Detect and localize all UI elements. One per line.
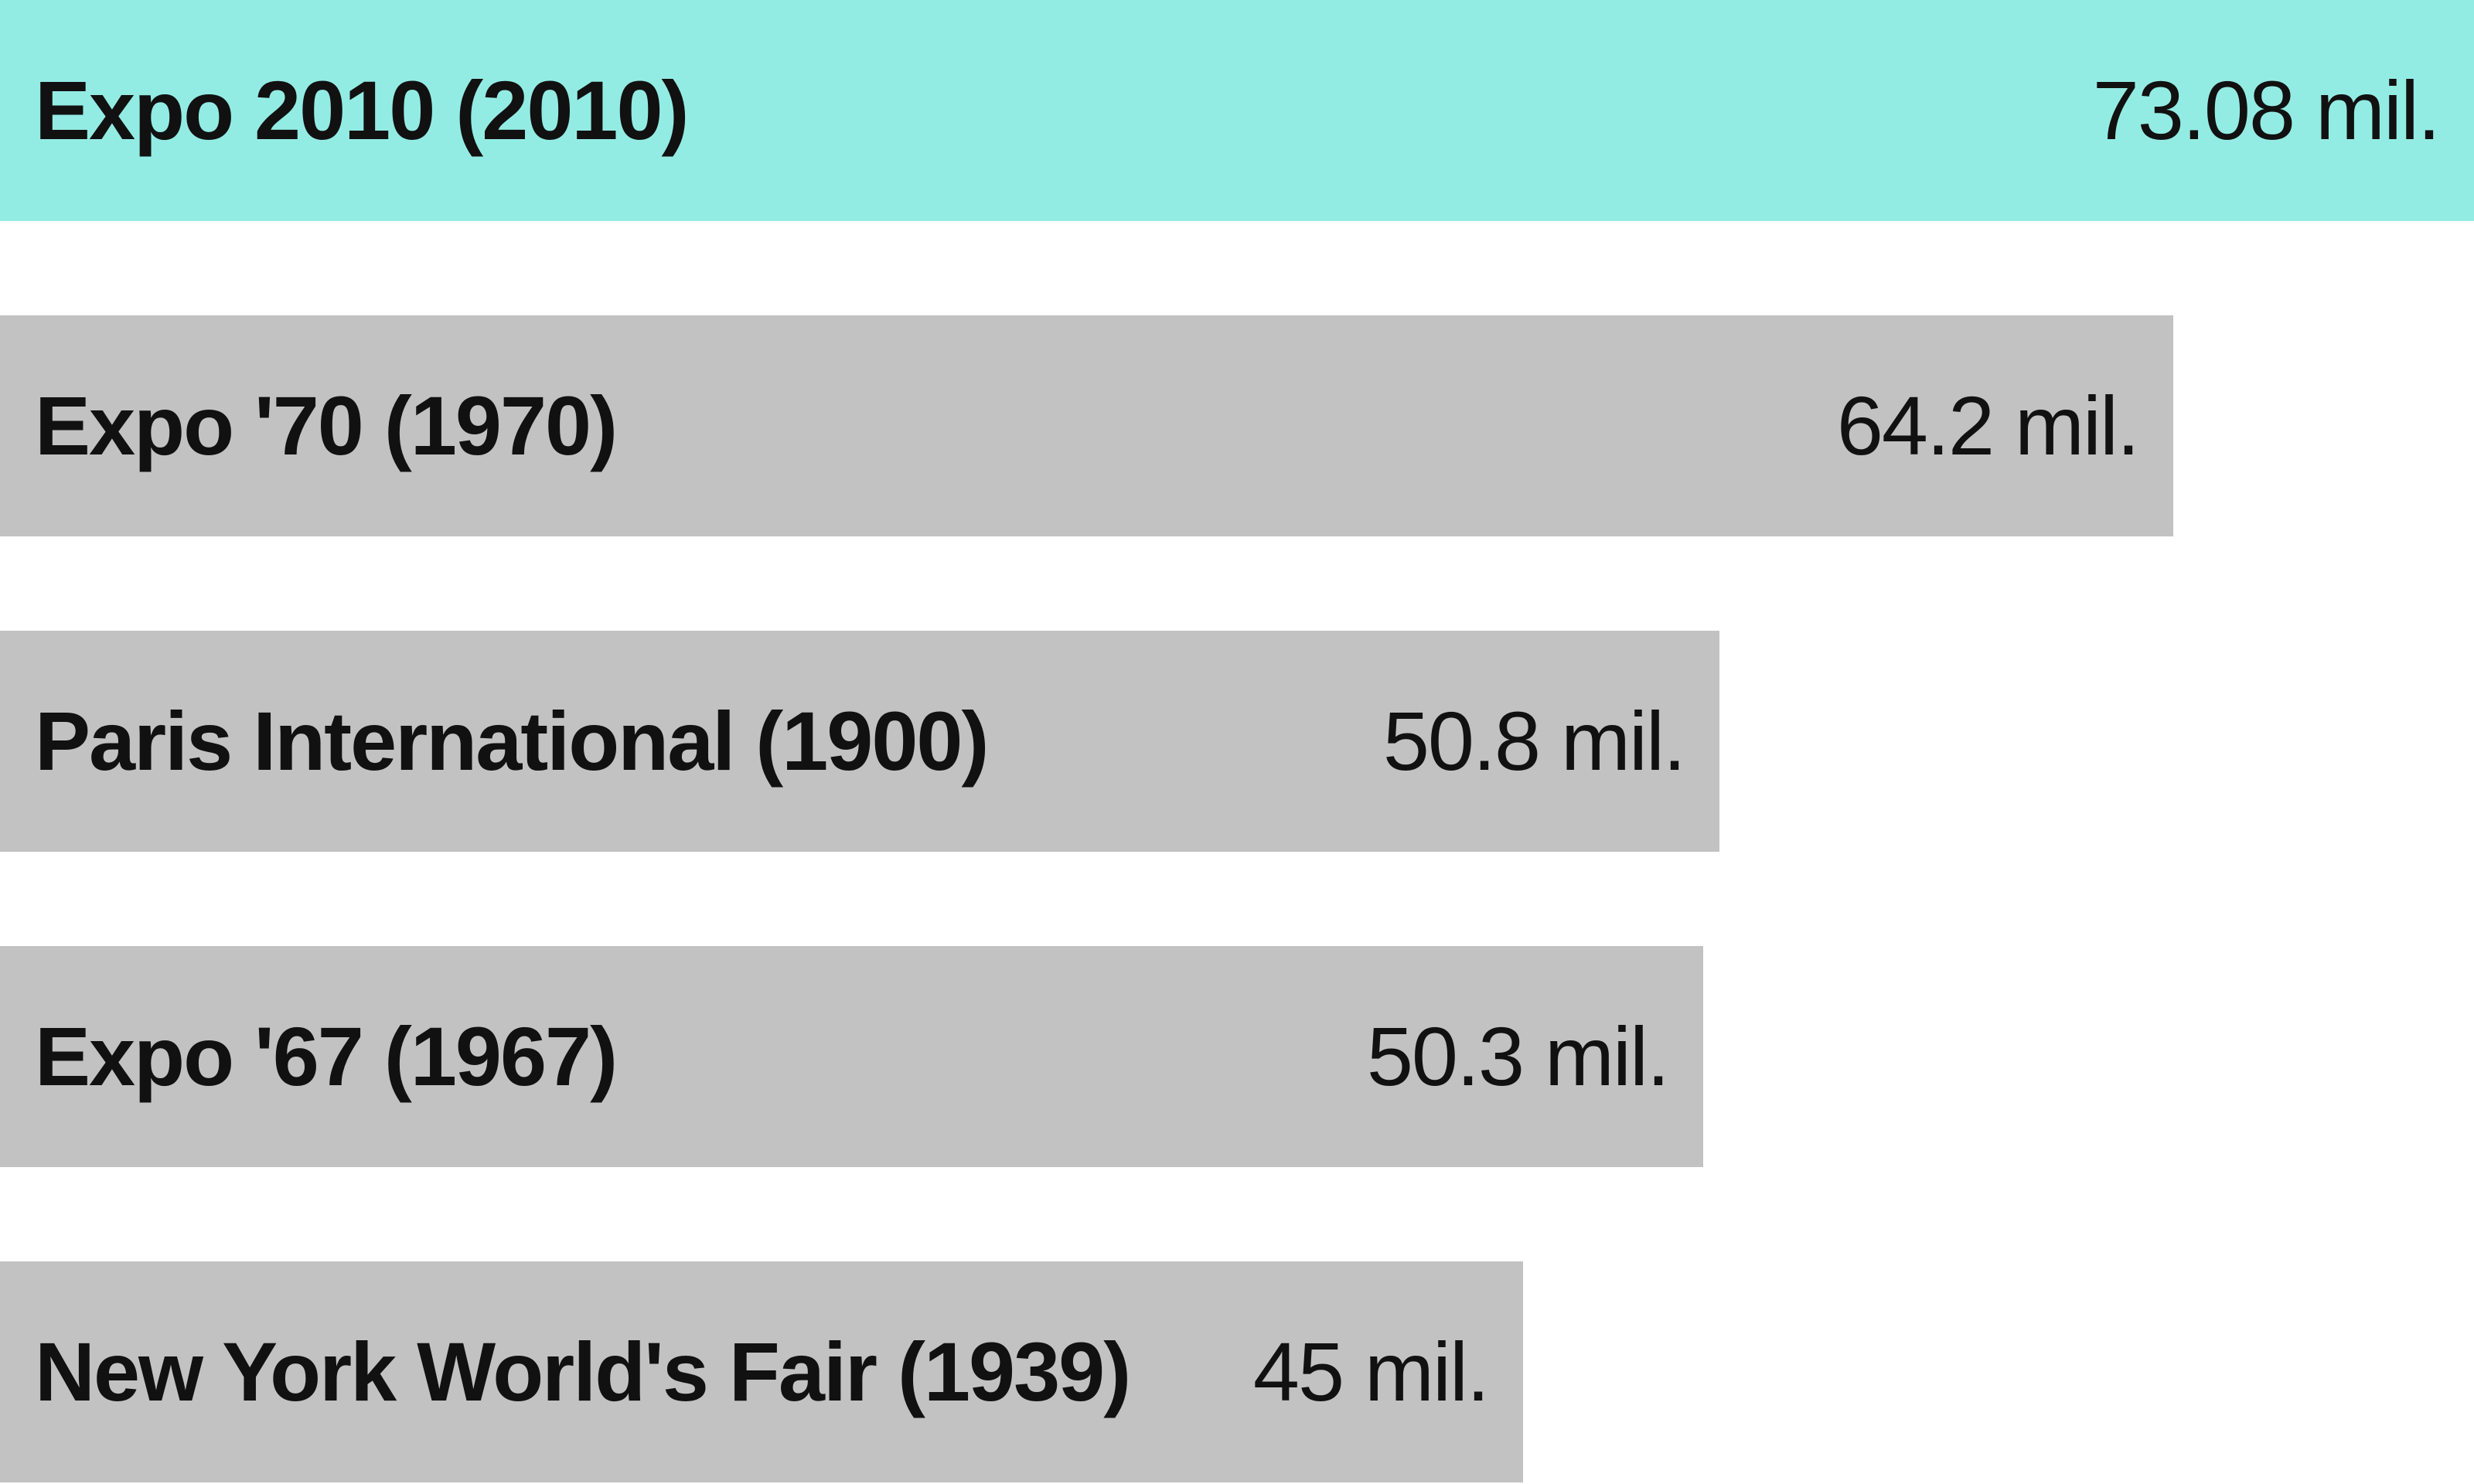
- bar-value-label: 64.2 mil.: [1836, 379, 2140, 472]
- bar: [0, 631, 1719, 852]
- bar: [0, 0, 2474, 221]
- bar-row: New York World's Fair (1939) 45 mil.: [0, 1261, 1523, 1482]
- bar-value-label: 50.8 mil.: [1382, 694, 1686, 788]
- bar-category-label: Expo '67 (1967): [35, 1009, 618, 1103]
- bar-category-label: New York World's Fair (1939): [35, 1325, 1131, 1418]
- bar-value-label: 45 mil.: [1252, 1325, 1490, 1418]
- bar-value-label: 73.08 mil.: [2092, 63, 2441, 157]
- bar-category-label: Expo 2010 (2010): [35, 63, 689, 157]
- bar-row: Expo '70 (1970) 64.2 mil.: [0, 315, 2173, 536]
- bar-row: Paris International (1900) 50.8 mil.: [0, 631, 1719, 852]
- bar-row: Expo 2010 (2010) 73.08 mil.: [0, 0, 2474, 221]
- bar-category-label: Paris International (1900): [35, 694, 989, 788]
- bar-row: Expo '67 (1967) 50.3 mil.: [0, 946, 1703, 1167]
- bar: [0, 946, 1703, 1167]
- bar: [0, 1261, 1523, 1482]
- bar: [0, 315, 2173, 536]
- bar-value-label: 50.3 mil.: [1366, 1009, 1670, 1103]
- bar-category-label: Expo '70 (1970): [35, 379, 618, 472]
